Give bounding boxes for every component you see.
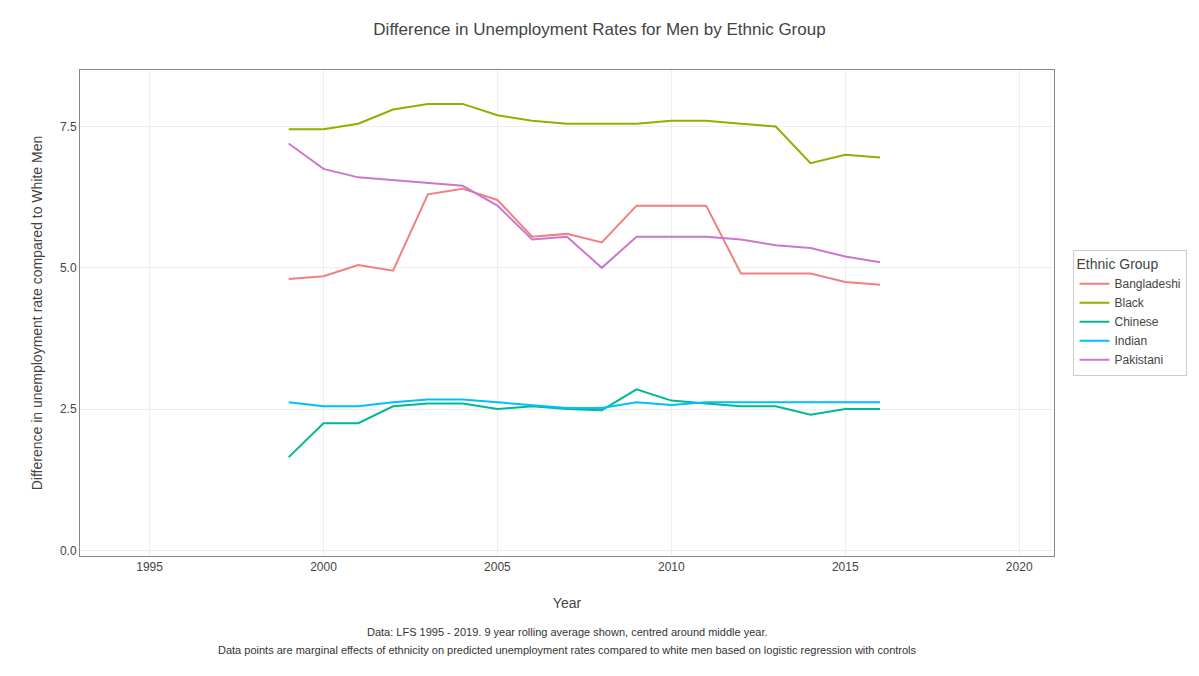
svg-text:5.0: 5.0 xyxy=(60,261,77,275)
svg-text:2020: 2020 xyxy=(1006,560,1033,574)
svg-text:Bangladeshi: Bangladeshi xyxy=(1114,277,1180,291)
svg-text:Difference in Unemployment Rat: Difference in Unemployment Rates for Men… xyxy=(373,20,825,39)
svg-text:1995: 1995 xyxy=(136,560,163,574)
svg-text:2.5: 2.5 xyxy=(60,402,77,416)
svg-text:2005: 2005 xyxy=(484,560,511,574)
svg-text:Data: LFS 1995 - 2019. 9 year: Data: LFS 1995 - 2019. 9 year rolling av… xyxy=(367,626,768,638)
svg-text:0.0: 0.0 xyxy=(60,544,77,558)
svg-text:Year: Year xyxy=(553,595,582,611)
svg-text:7.5: 7.5 xyxy=(60,120,77,134)
svg-text:2000: 2000 xyxy=(310,560,337,574)
svg-text:Indian: Indian xyxy=(1114,334,1147,348)
svg-text:2015: 2015 xyxy=(832,560,859,574)
svg-text:Chinese: Chinese xyxy=(1114,315,1158,329)
svg-text:Pakistani: Pakistani xyxy=(1114,353,1163,367)
svg-text:2010: 2010 xyxy=(658,560,685,574)
svg-text:Difference in unemployment rat: Difference in unemployment rate compared… xyxy=(29,136,45,491)
svg-text:Black: Black xyxy=(1114,296,1144,310)
svg-text:Data points are marginal effec: Data points are marginal effects of ethn… xyxy=(218,644,917,656)
svg-text:Ethnic Group: Ethnic Group xyxy=(1076,256,1158,272)
